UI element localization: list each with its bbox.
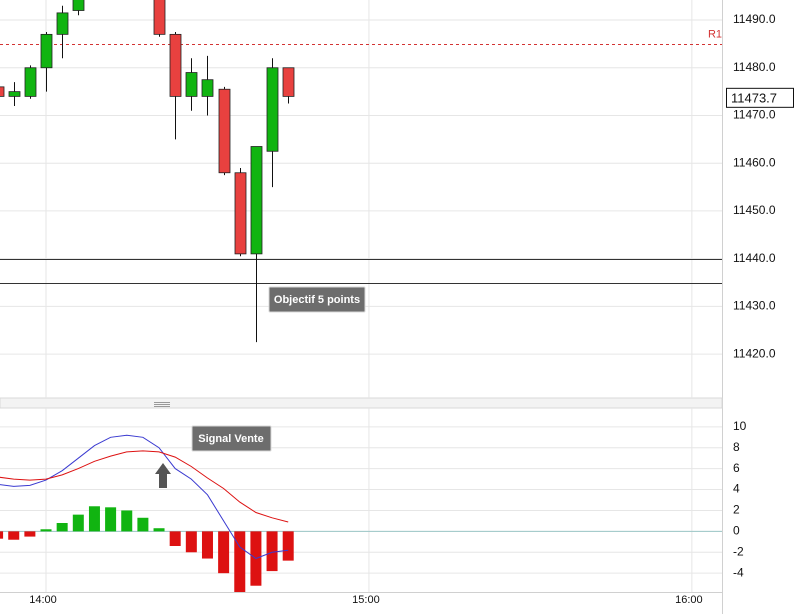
indicator-line [0, 434, 289, 560]
last-price-box [726, 87, 794, 108]
histogram-bar [169, 531, 181, 546]
panel-divider[interactable] [0, 397, 723, 409]
candle-body [250, 146, 263, 255]
candle-body [201, 79, 214, 97]
y-tick-label: 11440.0 [733, 251, 776, 265]
candle-body [282, 67, 295, 97]
candle-body [8, 91, 21, 97]
y-tick-label: 11490.0 [733, 12, 776, 26]
histogram-bar [201, 531, 213, 559]
candle-body [185, 72, 198, 97]
candle-body [234, 172, 247, 255]
x-tick-label: 15:00 [352, 594, 380, 606]
y-tick-label: 11430.0 [733, 299, 776, 313]
histogram-bar [282, 531, 294, 561]
annotation-text: Objectif 5 points [274, 294, 360, 306]
candle-body [169, 33, 182, 97]
candle-body [24, 67, 37, 97]
candle-body [40, 33, 53, 69]
last-price-label: 11473.7 [731, 90, 777, 105]
annotation-box [191, 425, 272, 452]
candle-body [218, 88, 231, 174]
annotation-box [268, 286, 366, 313]
candle-body [153, 0, 166, 35]
y-tick-label: 10 [733, 419, 747, 433]
histogram-bar [72, 514, 84, 532]
histogram-bar [56, 523, 68, 532]
indicator-line [0, 450, 289, 523]
annotation-text: Signal Vente [198, 433, 263, 445]
histogram-bar [218, 531, 230, 574]
x-tick-label: 16:00 [675, 594, 703, 606]
candle-body [72, 0, 85, 11]
candle-body [266, 67, 279, 152]
y-tick-label: 8 [733, 440, 740, 454]
y-tick-label: -4 [733, 565, 744, 579]
y-tick-label: -2 [733, 544, 744, 558]
histogram-bar [105, 507, 117, 532]
histogram-bar [88, 506, 100, 532]
histogram-bar [121, 510, 133, 532]
candle-body [0, 86, 5, 97]
reference-label: R1 [708, 28, 722, 40]
histogram-bar [266, 531, 278, 572]
y-tick-label: 11460.0 [733, 155, 776, 169]
y-tick-label: 4 [733, 482, 740, 496]
histogram-bar [153, 528, 165, 532]
histogram-bar [185, 531, 197, 553]
y-tick-label: 11450.0 [733, 203, 776, 217]
histogram-bar [0, 531, 4, 539]
y-tick-label: 6 [733, 461, 740, 475]
histogram-bar [137, 517, 149, 532]
signal-arrow [155, 463, 171, 488]
histogram-bar [234, 531, 246, 592]
y-tick-label: 0 [733, 524, 740, 538]
y-tick-label: 11470.0 [733, 108, 776, 122]
histogram-bar [40, 529, 52, 532]
histogram-bar [24, 531, 36, 537]
y-tick-label: 2 [733, 503, 740, 517]
candle-body [56, 12, 69, 35]
y-tick-label: 11480.0 [733, 60, 776, 74]
histogram-bar [8, 531, 20, 540]
x-tick-label: 14:00 [29, 594, 57, 606]
y-tick-label: 11420.0 [733, 346, 776, 360]
